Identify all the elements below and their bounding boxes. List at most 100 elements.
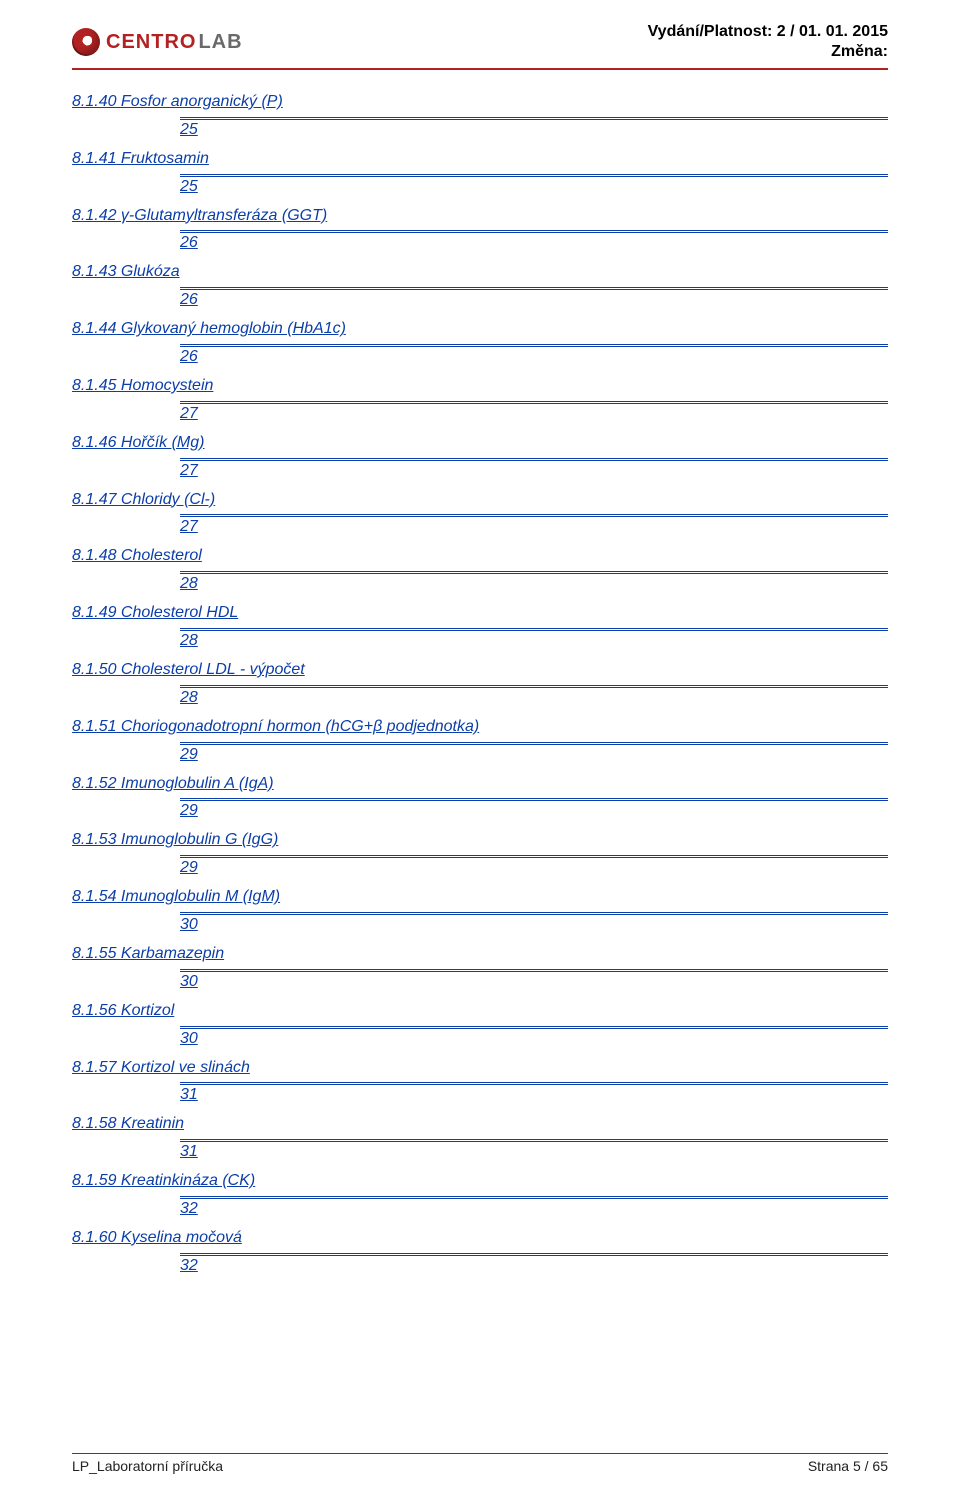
toc-title-link[interactable]: 8.1.51 Choriogonadotropní hormon (hCG+β … <box>72 718 479 735</box>
toc-title-link[interactable]: 8.1.42 γ-Glutamyltransferáza (GGT) <box>72 207 327 224</box>
toc-page-block: 28 <box>180 685 888 707</box>
toc-item: 8.1.59 Kreatinkináza (CK) 32 <box>72 1171 888 1218</box>
toc-page-link[interactable]: 32 <box>180 1200 198 1218</box>
toc-title-link[interactable]: 8.1.58 Kreatinin <box>72 1115 184 1132</box>
toc-title-link[interactable]: 8.1.40 Fosfor anorganický (P) <box>72 93 283 110</box>
toc-page-link[interactable]: 30 <box>180 916 198 934</box>
toc-item: 8.1.57 Kortizol ve slinách 31 <box>72 1058 888 1105</box>
toc-page-link[interactable]: 26 <box>180 234 198 252</box>
toc-page-block: 28 <box>180 628 888 650</box>
toc-rule <box>180 628 888 629</box>
toc-title-link[interactable]: 8.1.59 Kreatinkináza (CK) <box>72 1172 255 1189</box>
page-footer: LP_Laboratorní příručka Strana 5 / 65 <box>72 1453 888 1474</box>
toc-page-link[interactable]: 29 <box>180 859 198 877</box>
toc-rule <box>180 176 888 177</box>
toc-page-link[interactable]: 25 <box>180 121 198 139</box>
toc-title-link[interactable]: 8.1.56 Kortizol <box>72 1002 174 1019</box>
toc-page-link[interactable]: 27 <box>180 405 198 423</box>
toc-title-link[interactable]: 8.1.57 Kortizol ve slinách <box>72 1059 250 1076</box>
toc-title-link[interactable]: 8.1.46 Hořčík (Mg) <box>72 434 204 451</box>
toc: 8.1.40 Fosfor anorganický (P)258.1.41 Fr… <box>72 70 888 1275</box>
toc-title-link[interactable]: 8.1.55 Karbamazepin <box>72 945 224 962</box>
toc-title-link[interactable]: 8.1.50 Cholesterol LDL - výpočet <box>72 661 305 678</box>
toc-page-link[interactable]: 28 <box>180 575 198 593</box>
toc-rule <box>180 1084 888 1085</box>
toc-page-block: 29 <box>180 855 888 877</box>
toc-rule <box>180 857 888 858</box>
toc-page-block: 26 <box>180 230 888 252</box>
toc-page-link[interactable]: 30 <box>180 973 198 991</box>
toc-rule <box>180 798 888 799</box>
toc-page-block: 31 <box>180 1082 888 1104</box>
toc-item: 8.1.54 Imunoglobulin M (IgM) 30 <box>72 887 888 934</box>
toc-title-link[interactable]: 8.1.49 Cholesterol HDL <box>72 604 238 621</box>
toc-page-block: 31 <box>180 1139 888 1161</box>
toc-item: 8.1.49 Cholesterol HDL 28 <box>72 603 888 650</box>
toc-item: 8.1.40 Fosfor anorganický (P) 25 <box>72 92 888 139</box>
toc-page-link[interactable]: 32 <box>180 1257 198 1275</box>
toc-item: 8.1.46 Hořčík (Mg) 27 <box>72 433 888 480</box>
toc-rule <box>180 971 888 972</box>
toc-page-link[interactable]: 31 <box>180 1086 198 1104</box>
toc-title-link[interactable]: 8.1.52 Imunoglobulin A (IgA) <box>72 775 274 792</box>
toc-item: 8.1.50 Cholesterol LDL - výpočet 28 <box>72 660 888 707</box>
toc-rule <box>180 344 888 345</box>
toc-title-link[interactable]: 8.1.47 Chloridy (Cl-) <box>72 491 215 508</box>
document-page: CENTRO LAB Vydání/Platnost: 2 / 01. 01. … <box>0 0 960 1275</box>
toc-rule <box>180 1028 888 1029</box>
toc-page-block: 27 <box>180 514 888 536</box>
toc-page-link[interactable]: 29 <box>180 746 198 764</box>
toc-title-link[interactable]: 8.1.41 Fruktosamin <box>72 150 209 167</box>
toc-rule <box>180 119 888 120</box>
toc-rule <box>180 1196 888 1197</box>
toc-page-link[interactable]: 31 <box>180 1143 198 1161</box>
toc-rule <box>180 460 888 461</box>
toc-item: 8.1.44 Glykovaný hemoglobin (HbA1c) 26 <box>72 319 888 366</box>
toc-title-link[interactable]: 8.1.54 Imunoglobulin M (IgM) <box>72 888 280 905</box>
toc-rule <box>180 1141 888 1142</box>
toc-title-link[interactable]: 8.1.44 Glykovaný hemoglobin (HbA1c) <box>72 320 346 337</box>
toc-item: 8.1.52 Imunoglobulin A (IgA) 29 <box>72 774 888 821</box>
toc-page-link[interactable]: 26 <box>180 348 198 366</box>
toc-item: 8.1.43 Glukóza26 <box>72 262 888 309</box>
toc-page-block: 26 <box>180 287 888 309</box>
toc-title-link[interactable]: 8.1.45 Homocystein <box>72 377 213 394</box>
footer-doc-title: LP_Laboratorní příručka <box>72 1458 223 1474</box>
toc-page-link[interactable]: 26 <box>180 291 198 309</box>
toc-rule <box>180 687 888 688</box>
toc-page-link[interactable]: 25 <box>180 178 198 196</box>
toc-title-link[interactable]: 8.1.43 Glukóza <box>72 263 180 280</box>
toc-page-link[interactable]: 29 <box>180 802 198 820</box>
toc-item: 8.1.58 Kreatinin 31 <box>72 1114 888 1161</box>
toc-page-link[interactable]: 27 <box>180 462 198 480</box>
toc-page-link[interactable]: 28 <box>180 689 198 707</box>
toc-page-block: 26 <box>180 344 888 366</box>
toc-rule <box>180 685 888 686</box>
toc-rule <box>180 401 888 402</box>
toc-page-link[interactable]: 28 <box>180 632 198 650</box>
toc-rule <box>180 1026 888 1027</box>
logo: CENTRO LAB <box>72 22 243 56</box>
toc-item: 8.1.47 Chloridy (Cl-) 27 <box>72 490 888 537</box>
toc-rule <box>180 1082 888 1083</box>
toc-rule <box>180 912 888 913</box>
toc-page-link[interactable]: 27 <box>180 518 198 536</box>
toc-rule <box>180 1198 888 1199</box>
toc-page-block: 30 <box>180 912 888 934</box>
toc-rule <box>180 1255 888 1256</box>
toc-page-block: 30 <box>180 969 888 991</box>
toc-title-link[interactable]: 8.1.53 Imunoglobulin G (IgG) <box>72 831 278 848</box>
toc-item: 8.1.53 Imunoglobulin G (IgG) 29 <box>72 830 888 877</box>
toc-page-block: 32 <box>180 1253 888 1275</box>
toc-page-link[interactable]: 30 <box>180 1030 198 1048</box>
toc-rule <box>180 458 888 459</box>
toc-rule <box>180 287 888 288</box>
toc-rule <box>180 800 888 801</box>
toc-page-block: 27 <box>180 458 888 480</box>
toc-rule <box>180 969 888 970</box>
page-header: CENTRO LAB Vydání/Platnost: 2 / 01. 01. … <box>72 22 888 70</box>
toc-item: 8.1.41 Fruktosamin 25 <box>72 149 888 196</box>
toc-title-link[interactable]: 8.1.48 Cholesterol <box>72 547 202 564</box>
toc-title-link[interactable]: 8.1.60 Kyselina močová <box>72 1229 242 1246</box>
toc-rule <box>180 403 888 404</box>
